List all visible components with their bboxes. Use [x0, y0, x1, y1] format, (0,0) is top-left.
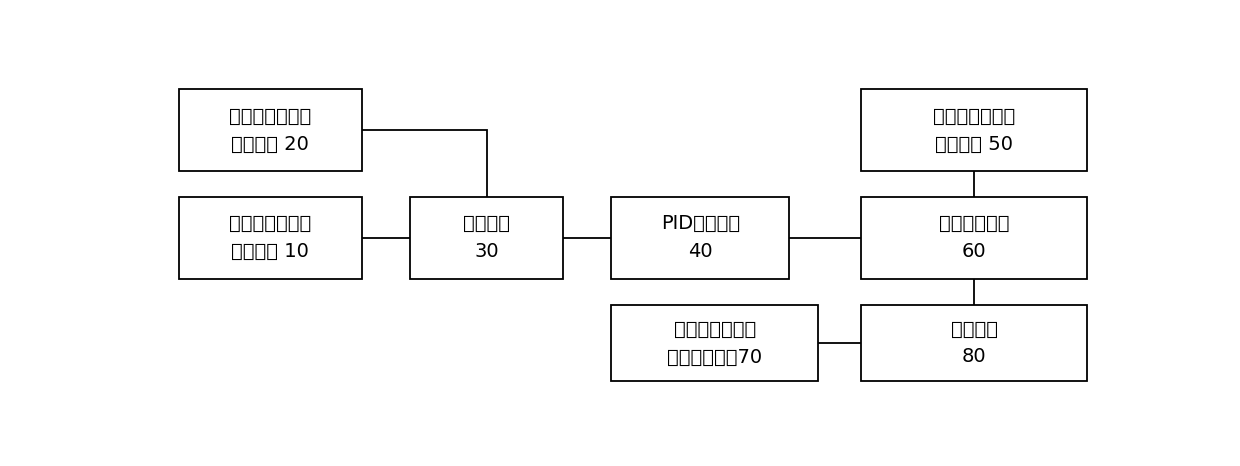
Text: 第一基础脉谱图
匹配模块 10: 第一基础脉谱图 匹配模块 10 [229, 214, 311, 261]
Bar [179, 197, 362, 279]
Bar [862, 305, 1087, 381]
Text: 第三基础脉谱图
匹配模块 50: 第三基础脉谱图 匹配模块 50 [934, 107, 1016, 154]
Bar [179, 89, 362, 171]
Bar [611, 197, 789, 279]
Text: 第二基础脉谱图
匹配模块 20: 第二基础脉谱图 匹配模块 20 [229, 107, 311, 154]
Text: 初步给定模块
60: 初步给定模块 60 [939, 214, 1009, 261]
Text: 比较模块
30: 比较模块 30 [463, 214, 510, 261]
Bar [611, 305, 818, 381]
Text: PID计算模块
40: PID计算模块 40 [661, 214, 740, 261]
Text: 海拔相关基础脉
谱图匹配模块70: 海拔相关基础脉 谱图匹配模块70 [667, 320, 763, 366]
Bar [862, 89, 1087, 171]
Bar [409, 197, 563, 279]
Bar [862, 197, 1087, 279]
Text: 限值模块
80: 限值模块 80 [951, 320, 998, 366]
